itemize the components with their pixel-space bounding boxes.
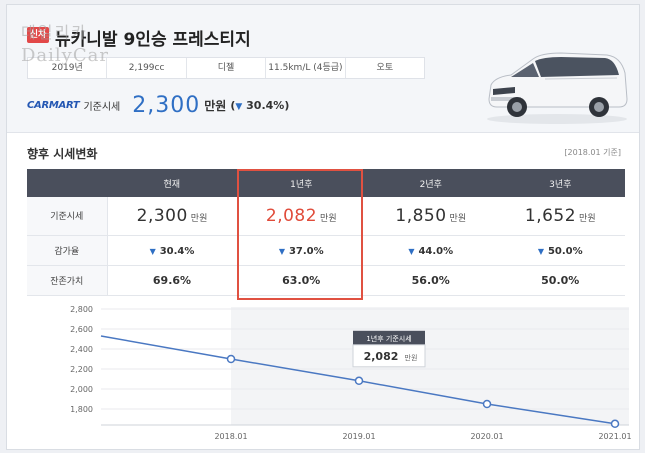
y-tick-label: 1,800 <box>70 405 93 414</box>
table-cell: ▼ 44.0% <box>366 235 496 266</box>
page: 신차 뉴카니발 9인승 프레스티지 2019년 2,199cc 디젤 11.5k… <box>6 4 640 450</box>
table-header-blank <box>27 169 107 197</box>
down-arrow-icon: ▼ <box>408 246 415 256</box>
data-point <box>226 354 236 364</box>
down-arrow-icon: ▼ <box>278 246 285 256</box>
car-summary-panel: 신차 뉴카니발 9인승 프레스티지 2019년 2,199cc 디젤 11.5k… <box>7 5 639 133</box>
spec-efficiency: 11.5km/L (4등급) <box>266 58 346 78</box>
row-label: 잔존가치 <box>27 265 108 296</box>
table-cell: 50.0% <box>495 265 625 296</box>
table-cell: 69.6% <box>107 265 237 296</box>
y-tick-label: 2,400 <box>70 345 93 354</box>
spec-year: 2019년 <box>28 58 108 78</box>
carmart-logo: CARMART <box>27 99 80 111</box>
down-arrow-icon: ▼ <box>537 246 544 256</box>
table-header-current: 현재 <box>107 169 237 197</box>
table-cell-highlight: 2,082 만원 <box>236 197 366 236</box>
down-arrow-icon: ▼ <box>149 246 156 256</box>
x-tick-label: 2019.01 <box>342 432 375 441</box>
table-header-2year: 2년후 <box>366 169 496 197</box>
table-header-3year: 3년후 <box>495 169 625 197</box>
spec-transmission: 오토 <box>376 63 394 73</box>
table-cell: 56.0% <box>366 265 496 296</box>
row-label: 기준시세 <box>27 197 108 236</box>
y-tick-label: 2,600 <box>70 325 93 334</box>
table-row-base-price: 기준시세 2,300 만원 2,082 만원 1,850 만원 1,652 만원 <box>27 197 625 236</box>
table-row-residual-value: 잔존가치 69.6% 63.0% 56.0% 50.0% <box>27 265 625 296</box>
new-car-badge: 신차 <box>27 27 49 43</box>
price-change: (▼ 30.4%) <box>230 98 290 112</box>
car-title: 뉴카니발 9인승 프레스티지 <box>55 30 251 50</box>
minivan-image <box>487 52 628 124</box>
table-header-row: 현재 1년후 2년후 3년후 <box>27 169 625 197</box>
future-shade <box>231 307 629 425</box>
price-value: 2,300 <box>132 92 201 118</box>
price-trend-chart: 1,800 2,000 2,200 2,400 2,600 2,800 2018.01 201… <box>70 305 631 441</box>
data-point <box>354 376 364 386</box>
y-tick-label: 2,000 <box>70 385 93 394</box>
data-point <box>610 419 620 429</box>
tooltip-value: 2,082 <box>364 350 399 363</box>
down-arrow-icon: ▼ <box>235 101 243 112</box>
y-tick-label: 2,200 <box>70 365 93 374</box>
x-tick-label: 2020.01 <box>470 432 503 441</box>
table-cell-highlight: 63.0% <box>236 265 366 296</box>
price-forecast-table: 현재 1년후 2년후 3년후 기준시세 2,300 만원 2,082 만원 1,85… <box>27 169 625 296</box>
data-point <box>482 399 492 409</box>
y-tick-label: 2,800 <box>70 305 93 314</box>
section-title: 향후 시세변화 <box>27 147 98 161</box>
spec-list: 2019년 2,199cc 디젤 11.5km/L (4등급) 오토 <box>27 57 425 79</box>
spec-displacement: 2,199cc <box>107 58 187 78</box>
price-label: 기준시세 <box>83 101 121 113</box>
table-row-depreciation: 감가율 ▼ 30.4% ▼ 37.0% ▼ 44.0% ▼ 50.0% <box>27 235 625 266</box>
base-date-note: [2018.01 기준] <box>564 148 621 157</box>
row-label: 감가율 <box>27 235 108 266</box>
tooltip-unit: 만원 <box>405 353 418 362</box>
price-summary: CARMART 기준시세 2,300 만원 (▼ 30.4%) <box>27 92 290 118</box>
table-cell: ▼ 50.0% <box>495 235 625 266</box>
price-unit: 만원 <box>204 98 227 113</box>
table-cell-highlight: ▼ 37.0% <box>236 235 366 266</box>
table-cell: 2,300 만원 <box>107 197 237 236</box>
x-tick-label: 2018.01 <box>214 432 247 441</box>
spec-fuel: 디젤 <box>187 58 267 78</box>
tooltip-header <box>353 330 425 345</box>
table-header-1year: 1년후 <box>236 169 366 197</box>
table-cell: 1,850 만원 <box>366 197 496 236</box>
tooltip-body <box>352 344 426 368</box>
tooltip-title: 1년후 기준시세 <box>366 334 411 343</box>
table-cell: 1,652 만원 <box>495 197 625 236</box>
x-tick-label: 2021.01 <box>598 432 631 441</box>
table-cell: ▼ 30.4% <box>107 235 237 266</box>
